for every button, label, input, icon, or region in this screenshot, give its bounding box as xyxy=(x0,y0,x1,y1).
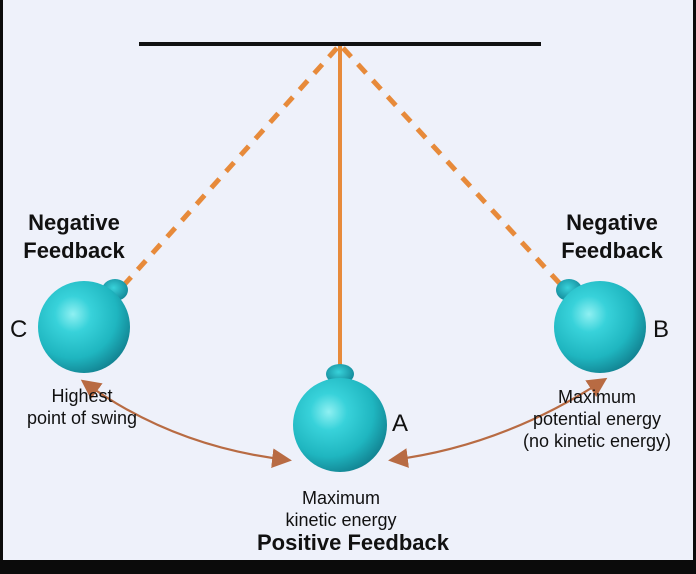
highest-point-label: Highest point of swing xyxy=(7,385,157,429)
max-kinetic-energy-label: Maximum kinetic energy xyxy=(256,487,426,531)
left-pendulum-bob xyxy=(38,279,130,373)
diagram-panel: Negative Feedback Negative Feedback C B … xyxy=(3,0,693,560)
kinetic-energy-line-1: Maximum xyxy=(301,488,380,508)
right-negative-feedback-label: Negative Feedback xyxy=(549,209,675,265)
left-feedback-line-1: Negative xyxy=(28,210,120,235)
pendulum-diagram xyxy=(38,42,646,472)
right-swing-arrow xyxy=(388,377,608,468)
highest-point-line-1: Highest xyxy=(51,386,113,406)
right-feedback-line-2: Feedback xyxy=(561,238,663,263)
point-a-label: A xyxy=(392,410,409,437)
right-feedback-line-1: Negative xyxy=(566,210,658,235)
positive-feedback-label: Positive Feedback xyxy=(257,530,449,555)
left-swing-arrow xyxy=(80,379,292,469)
highest-point-line-2: point of swing xyxy=(26,408,138,428)
kinetic-energy-line-2: kinetic energy xyxy=(285,510,397,530)
right-dashed-string xyxy=(341,46,564,288)
left-feedback-line-2: Feedback xyxy=(23,238,125,263)
left-dashed-string xyxy=(121,46,339,288)
point-c-label: C xyxy=(10,316,28,343)
potential-energy-line-3: (no kinetic energy) xyxy=(522,431,672,451)
max-potential-energy-label: Maximum potential energy (no kinetic ene… xyxy=(506,386,688,452)
center-pendulum-bob xyxy=(293,364,387,472)
point-b-label: B xyxy=(653,316,670,343)
potential-energy-line-2: potential energy xyxy=(532,409,662,429)
potential-energy-line-1: Maximum xyxy=(557,387,636,407)
right-pendulum-bob xyxy=(554,279,646,373)
left-negative-feedback-label: Negative Feedback xyxy=(11,209,137,265)
